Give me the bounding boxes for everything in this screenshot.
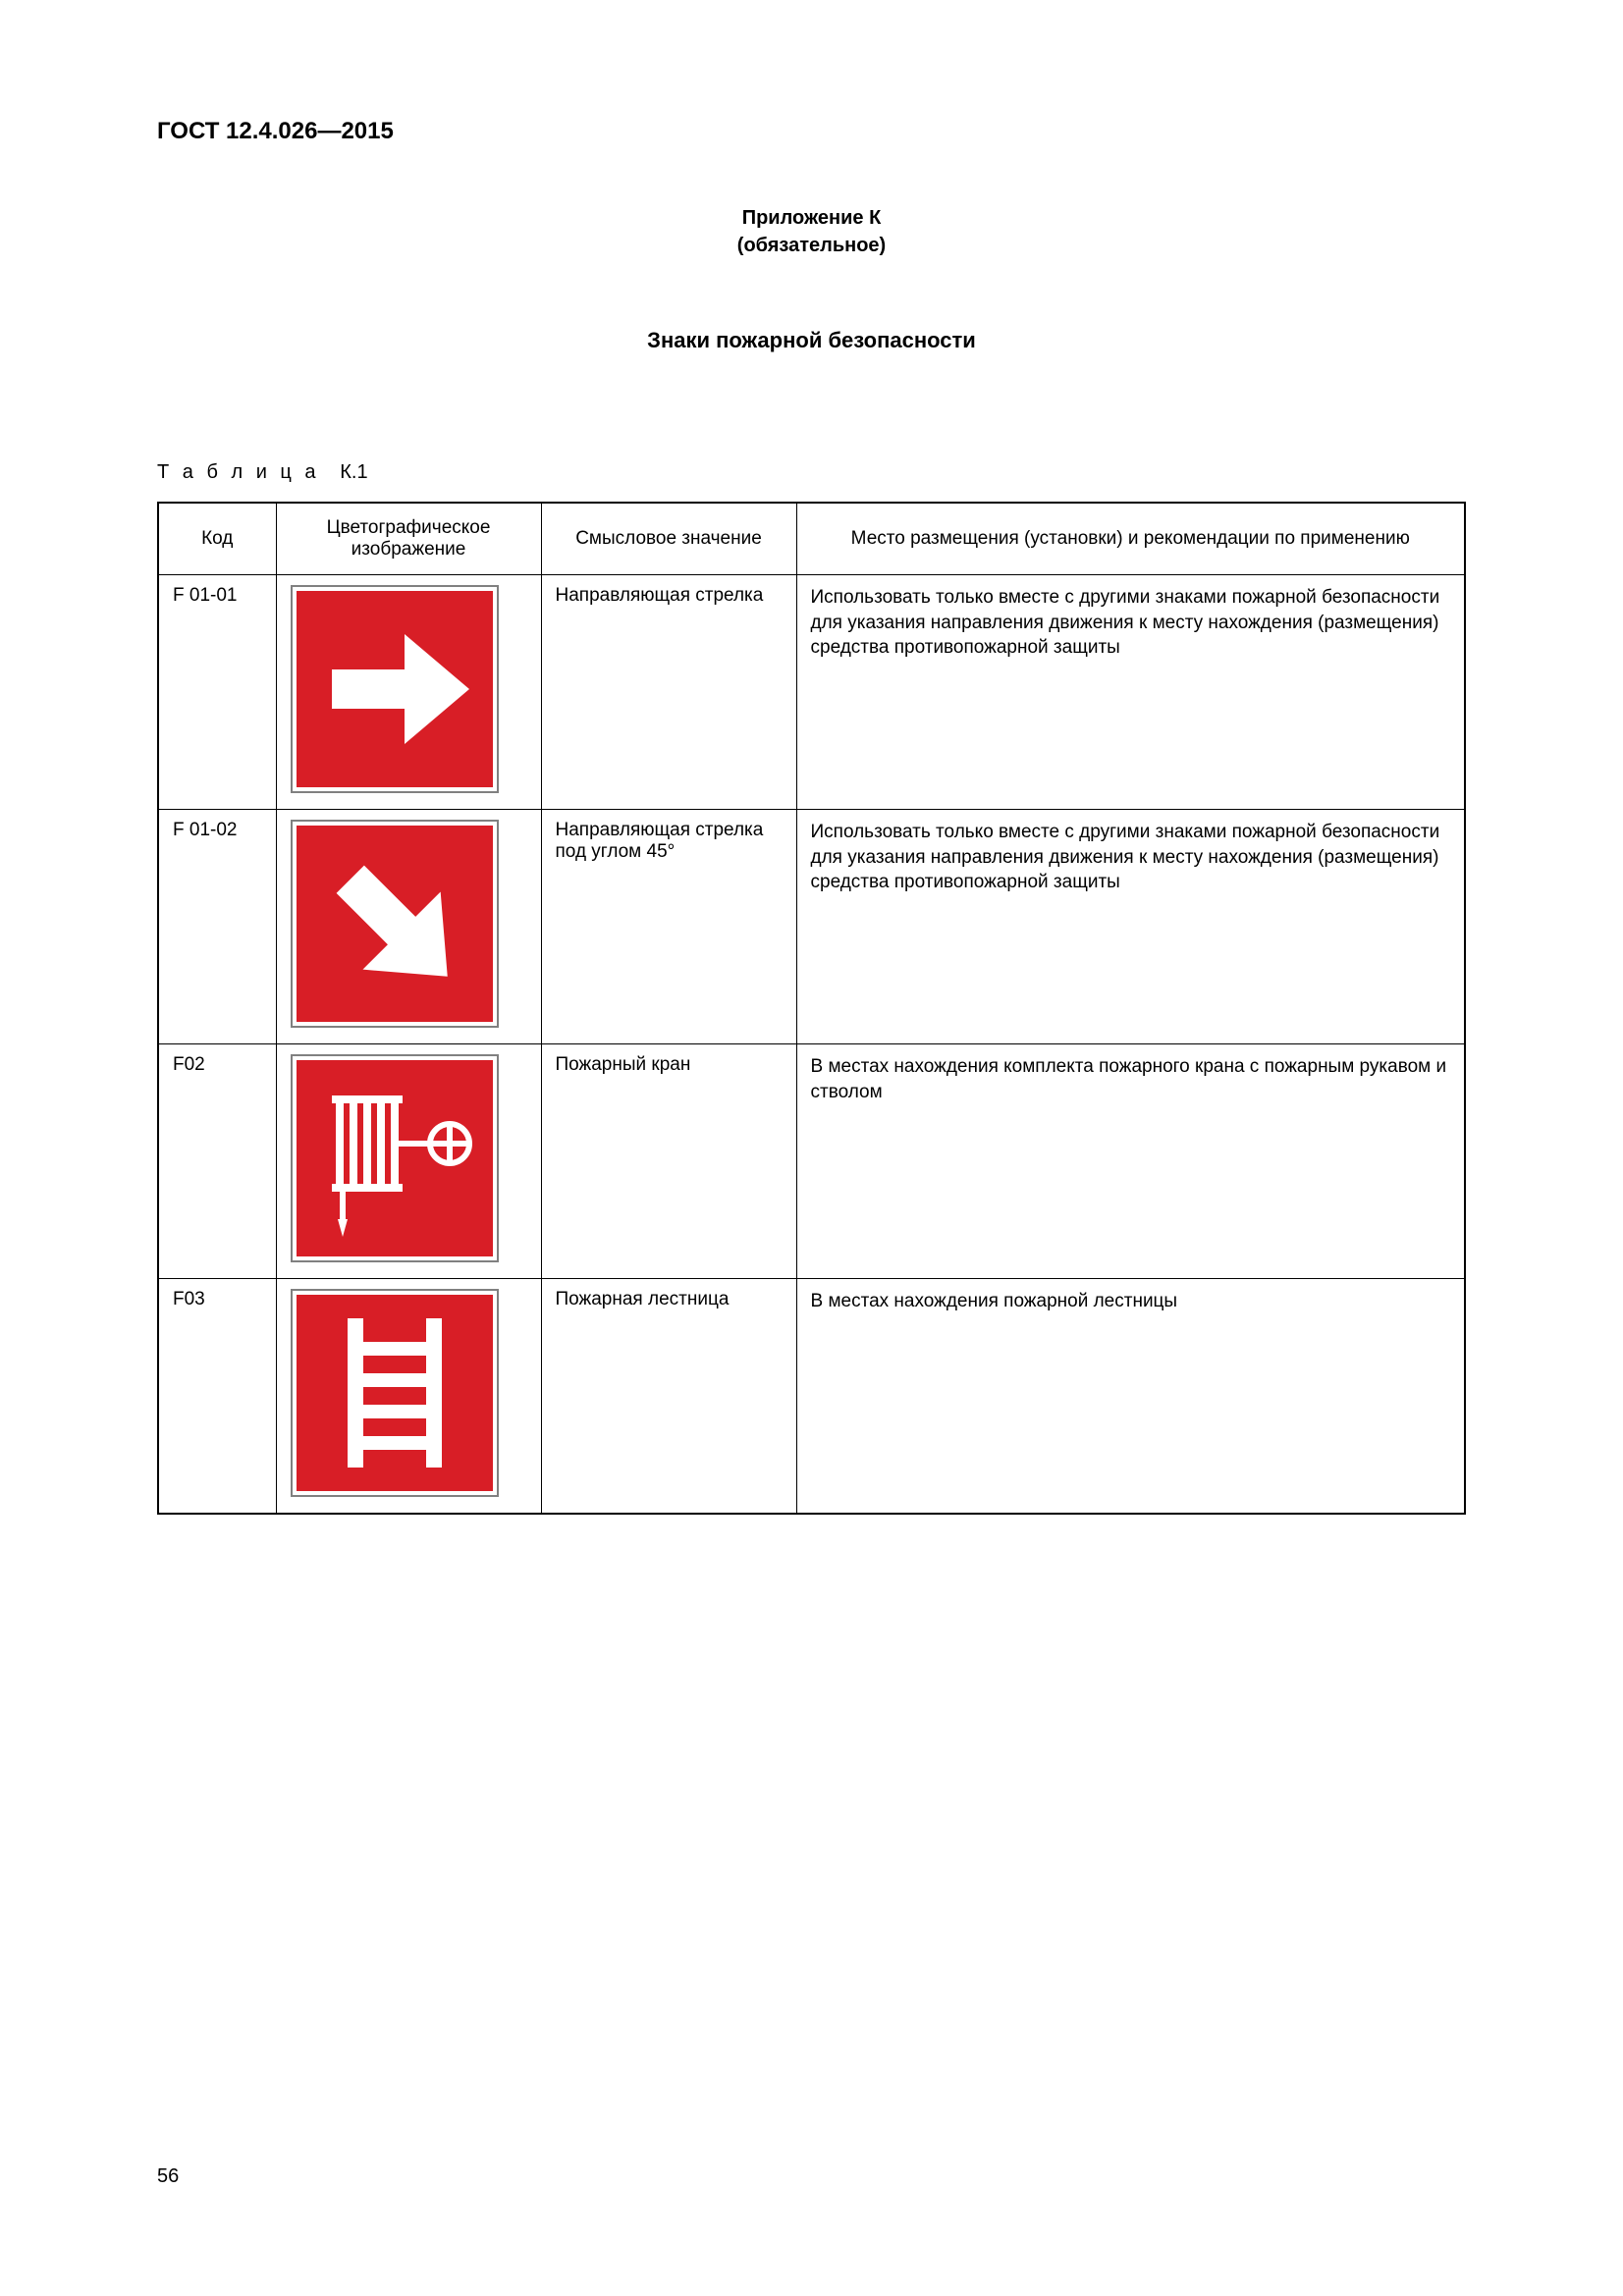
sign-box <box>291 585 499 793</box>
table-label: Т а б л и ц а К.1 <box>157 461 1466 484</box>
fire-ladder-icon <box>297 1295 493 1491</box>
cell-meaning: Пожарная лестница <box>541 1279 796 1515</box>
table-row: F03 Пожарная лестница <box>158 1279 1465 1515</box>
table-row: F 01-02 Направляющая стрелка под углом 4… <box>158 810 1465 1044</box>
appendix-title: Приложение К <box>157 204 1466 232</box>
sign-box <box>291 1289 499 1497</box>
cell-placement: В местах нахождения комплекта пожарного … <box>796 1044 1465 1279</box>
fire-hydrant-icon <box>297 1060 493 1256</box>
cell-code: F 01-02 <box>158 810 276 1044</box>
table-header-row: Код Цветографическое изображение Смыслов… <box>158 503 1465 575</box>
cell-placement: Использовать только вместе с другими зна… <box>796 575 1465 810</box>
col-header-meaning: Смысловое значение <box>541 503 796 575</box>
table-label-prefix: Т а б л и ц а <box>157 461 320 483</box>
sign-box <box>291 820 499 1028</box>
arrow-diagonal-icon <box>297 826 493 1022</box>
cell-code: F02 <box>158 1044 276 1279</box>
col-header-image: Цветографическое изображение <box>276 503 541 575</box>
col-header-placement: Место размещения (установки) и рекоменда… <box>796 503 1465 575</box>
appendix-block: Приложение К (обязательное) <box>157 204 1466 259</box>
table-label-number: К.1 <box>340 461 367 483</box>
cell-image <box>276 1044 541 1279</box>
cell-image <box>276 575 541 810</box>
arrow-right-icon <box>297 591 493 787</box>
page-number: 56 <box>157 2165 179 2188</box>
cell-meaning: Направляющая стрелка <box>541 575 796 810</box>
cell-code: F 01-01 <box>158 575 276 810</box>
table-row: F02 <box>158 1044 1465 1279</box>
section-title: Знаки пожарной безопасности <box>157 328 1466 353</box>
cell-meaning: Пожарный кран <box>541 1044 796 1279</box>
cell-image <box>276 810 541 1044</box>
cell-code: F03 <box>158 1279 276 1515</box>
cell-placement: В местах нахождения пожарной лестницы <box>796 1279 1465 1515</box>
cell-meaning: Направляющая стрелка под углом 45° <box>541 810 796 1044</box>
fire-safety-signs-table: Код Цветографическое изображение Смыслов… <box>157 502 1466 1515</box>
standard-header: ГОСТ 12.4.026—2015 <box>157 118 1466 145</box>
table-row: F 01-01 Направляющая стрелка Использоват… <box>158 575 1465 810</box>
cell-image <box>276 1279 541 1515</box>
col-header-code: Код <box>158 503 276 575</box>
appendix-subtitle: (обязательное) <box>157 232 1466 259</box>
sign-box <box>291 1054 499 1262</box>
cell-placement: Использовать только вместе с другими зна… <box>796 810 1465 1044</box>
